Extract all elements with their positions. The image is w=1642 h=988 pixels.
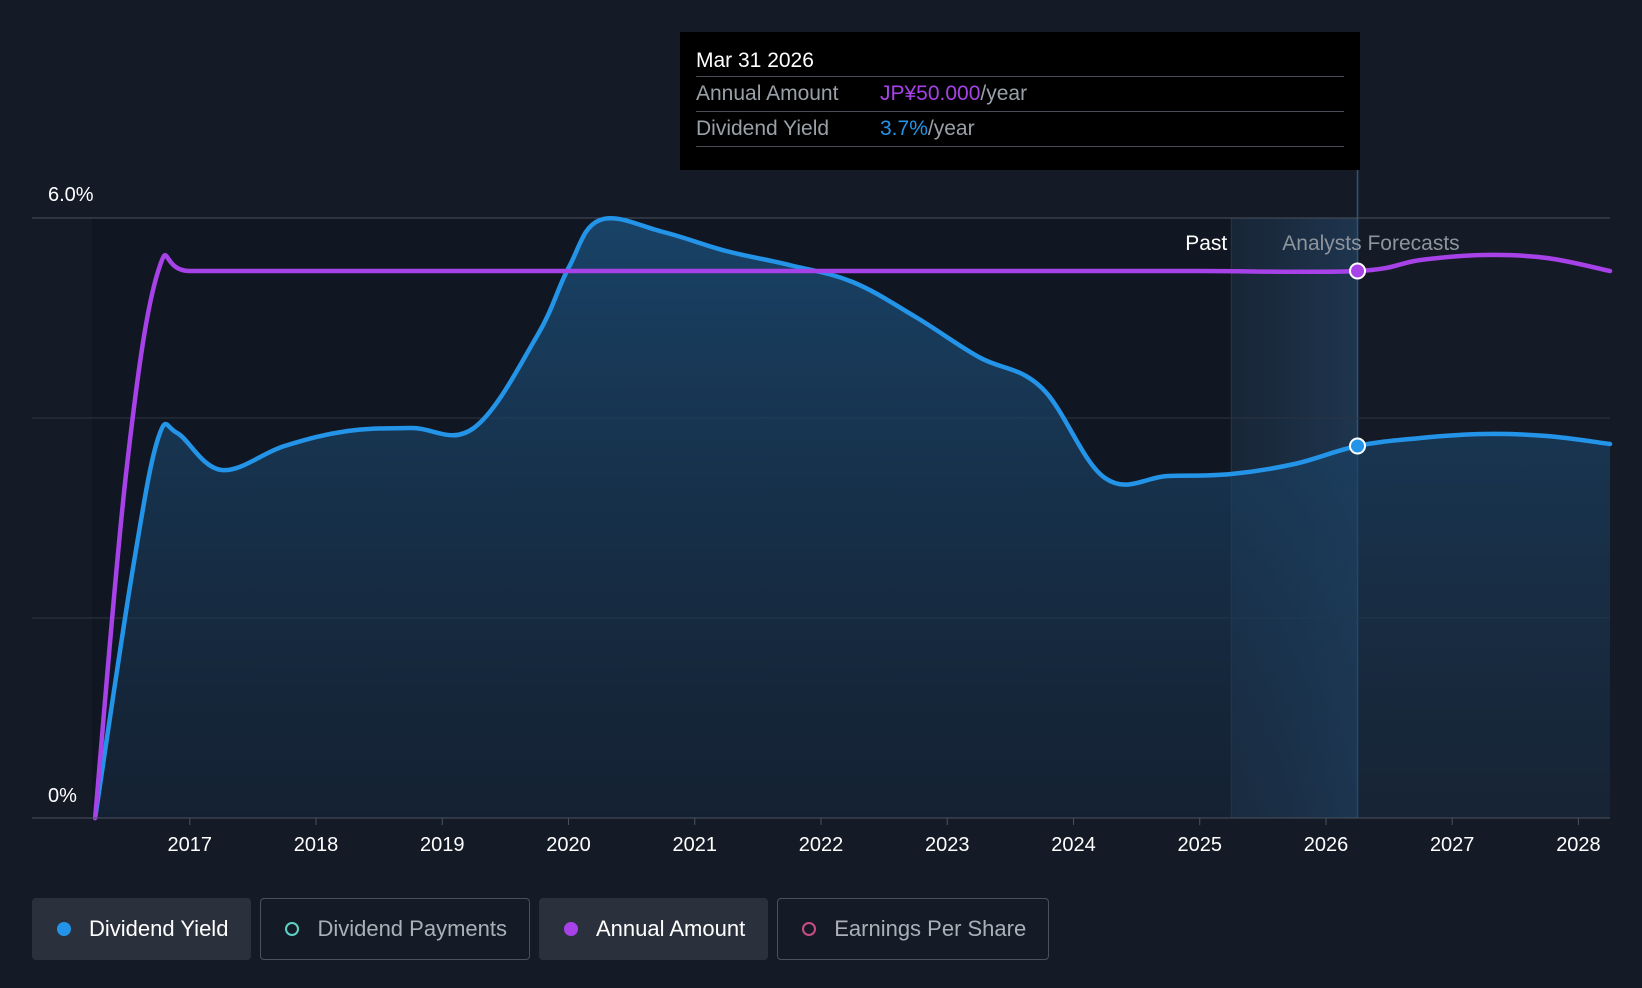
filled-circle-icon: [563, 922, 578, 936]
filled-circle-icon: [57, 922, 71, 936]
annual-amount-marker: [1349, 262, 1367, 280]
legend-label: Earnings Per Share: [834, 916, 1027, 941]
legend-label: Dividend Yield: [89, 916, 229, 941]
tooltip-row-dividend-yield: Dividend Yield 3.7% /year: [696, 111, 1344, 147]
x-tick-label: 2019: [420, 834, 465, 856]
x-tick-label: 2018: [294, 834, 339, 856]
legend: Dividend Yield Dividend Payments Annual …: [32, 898, 1050, 960]
tooltip-label: Dividend Yield: [696, 117, 830, 140]
forecast-label: Analysts Forecasts: [1282, 232, 1459, 255]
x-tick-label: 2020: [546, 834, 591, 856]
y-tick-label: 6.0%: [48, 184, 94, 206]
x-tick-label: 2027: [1430, 834, 1475, 856]
tooltip-label: Annual Amount: [696, 82, 839, 105]
hollow-circle-icon: [802, 922, 817, 936]
tooltip-date: Mar 31 2026: [696, 49, 814, 72]
x-tick-label: 2025: [1177, 834, 1222, 856]
legend-annual-amount-button[interactable]: Annual Amount: [538, 898, 769, 960]
legend-earnings-per-share-button[interactable]: Earnings Per Share: [777, 898, 1050, 960]
legend-dividend-yield-button[interactable]: Dividend Yield: [32, 898, 252, 960]
legend-dividend-payments-button[interactable]: Dividend Payments: [260, 898, 530, 960]
tooltip-unit: /year: [980, 82, 1028, 105]
legend-label: Annual Amount: [595, 916, 746, 941]
x-tick-label: 2017: [168, 834, 213, 856]
dividend-yield-area: [95, 218, 1611, 818]
x-tick-label: 2024: [1051, 834, 1096, 856]
x-tick-label: 2023: [925, 834, 970, 856]
hollow-circle-icon: [285, 922, 300, 936]
x-tick-label: 2021: [673, 834, 718, 856]
legend-label: Dividend Payments: [317, 916, 507, 941]
x-tick-label: 2022: [799, 834, 844, 856]
tooltip-unit: /year: [927, 117, 975, 140]
annual-amount-line: [92, 252, 1613, 821]
y-tick-label: 0%: [48, 785, 77, 807]
tooltip: Mar 31 2026 Annual Amount JP¥50.000 /yea…: [680, 32, 1360, 170]
x-tick-label: 2026: [1304, 834, 1349, 856]
tooltip-value: JP¥50.000: [880, 82, 981, 105]
x-tick-label: 2028: [1556, 834, 1601, 856]
dividend-yield-line: [92, 215, 1613, 821]
past-label: Past: [1185, 232, 1227, 255]
tooltip-value: 3.7%: [880, 117, 928, 140]
tooltip-row-annual-amount: Annual Amount JP¥50.000 /year: [696, 76, 1344, 111]
dividend-yield-marker: [1349, 437, 1367, 455]
